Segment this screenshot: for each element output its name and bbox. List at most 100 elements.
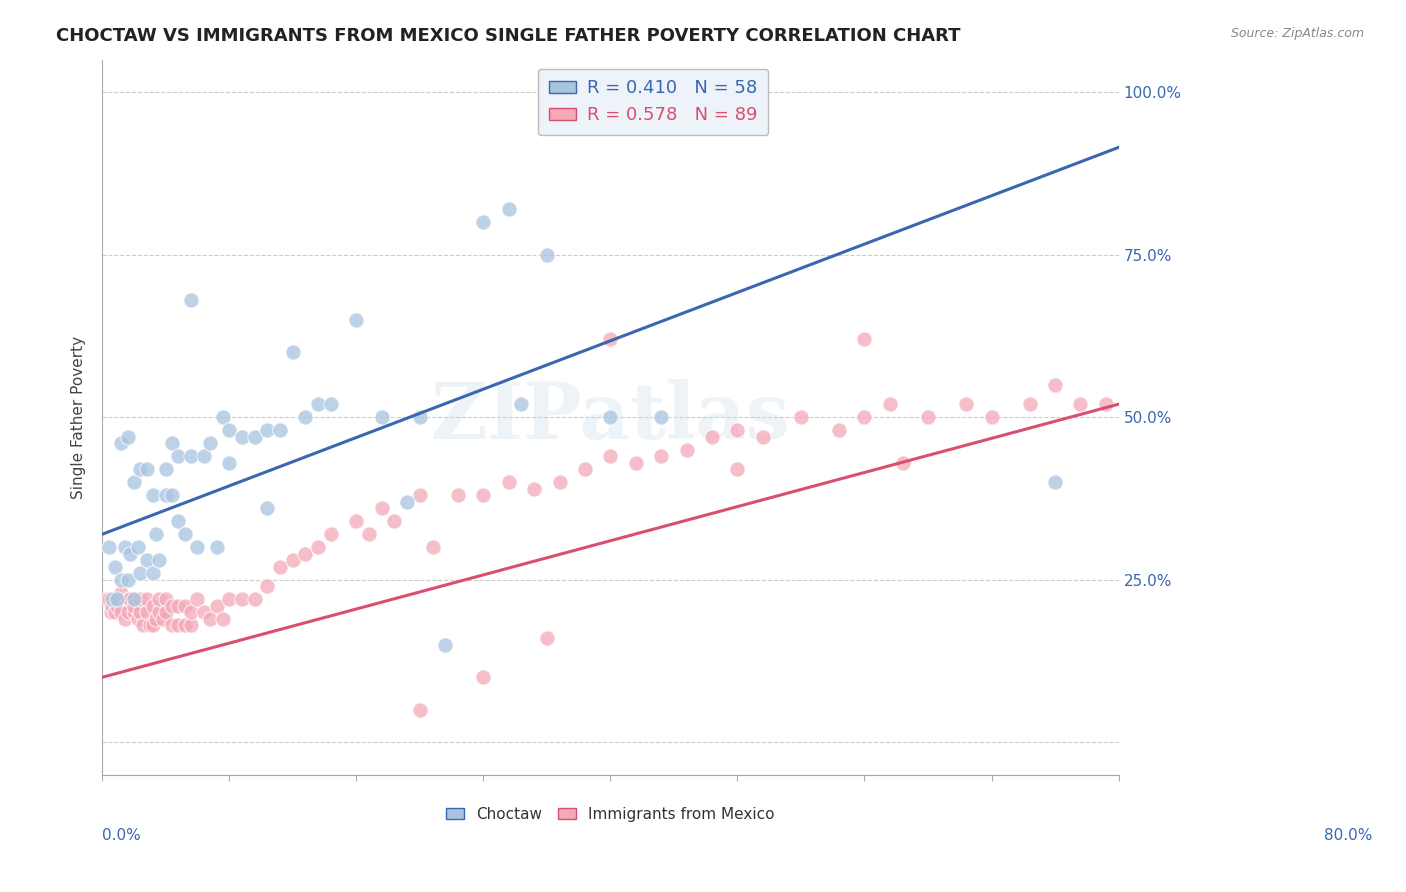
Point <box>1069 397 1091 411</box>
Point <box>396 494 419 508</box>
Point <box>101 599 124 613</box>
Point <box>218 456 240 470</box>
Point <box>307 397 329 411</box>
Point <box>1043 475 1066 490</box>
Point <box>955 397 977 411</box>
Point <box>193 605 215 619</box>
Point <box>434 638 457 652</box>
Point <box>152 612 174 626</box>
Point <box>114 540 136 554</box>
Point <box>725 462 748 476</box>
Point <box>155 488 177 502</box>
Point <box>752 430 775 444</box>
Point <box>548 475 571 490</box>
Point <box>101 592 124 607</box>
Point <box>205 599 228 613</box>
Point <box>1095 397 1118 411</box>
Point <box>256 423 278 437</box>
Point <box>122 599 145 613</box>
Point <box>100 605 122 619</box>
Point <box>536 247 558 261</box>
Point <box>160 488 183 502</box>
Point <box>167 599 190 613</box>
Point <box>120 592 142 607</box>
Point <box>127 612 149 626</box>
Point <box>127 540 149 554</box>
Point <box>294 547 316 561</box>
Point <box>180 605 202 619</box>
Point <box>212 612 235 626</box>
Point <box>510 397 533 411</box>
Point <box>180 449 202 463</box>
Point <box>104 605 127 619</box>
Point <box>148 592 170 607</box>
Point <box>180 618 202 632</box>
Point <box>167 449 190 463</box>
Point <box>409 488 432 502</box>
Point <box>135 605 157 619</box>
Text: ZIPatlas: ZIPatlas <box>430 379 790 455</box>
Point <box>231 430 253 444</box>
Point <box>155 605 177 619</box>
Point <box>523 482 546 496</box>
Point <box>142 599 165 613</box>
Point <box>1018 397 1040 411</box>
Point <box>344 312 367 326</box>
Point <box>139 618 162 632</box>
Point <box>212 410 235 425</box>
Point <box>167 514 190 528</box>
Point <box>409 703 432 717</box>
Point <box>104 559 127 574</box>
Point <box>624 456 647 470</box>
Point <box>160 599 183 613</box>
Point <box>155 592 177 607</box>
Point <box>281 553 304 567</box>
Point <box>110 573 132 587</box>
Point <box>110 586 132 600</box>
Text: 80.0%: 80.0% <box>1324 829 1372 844</box>
Point <box>599 449 621 463</box>
Point <box>384 514 406 528</box>
Point <box>498 202 520 216</box>
Point <box>700 430 723 444</box>
Point <box>94 592 117 607</box>
Point <box>599 410 621 425</box>
Point <box>200 612 222 626</box>
Point <box>160 436 183 450</box>
Point <box>650 449 672 463</box>
Point <box>269 423 291 437</box>
Point <box>142 488 165 502</box>
Point <box>200 436 222 450</box>
Point <box>117 573 139 587</box>
Text: Source: ZipAtlas.com: Source: ZipAtlas.com <box>1230 27 1364 40</box>
Point <box>145 612 167 626</box>
Point <box>107 592 129 607</box>
Point <box>186 540 208 554</box>
Y-axis label: Single Father Poverty: Single Father Poverty <box>72 335 86 499</box>
Point <box>243 592 266 607</box>
Point <box>879 397 901 411</box>
Point <box>307 540 329 554</box>
Point <box>155 462 177 476</box>
Point <box>186 592 208 607</box>
Point <box>107 599 129 613</box>
Point <box>344 514 367 528</box>
Point <box>167 618 190 632</box>
Point <box>498 475 520 490</box>
Point <box>129 462 152 476</box>
Point <box>135 462 157 476</box>
Point <box>120 547 142 561</box>
Point <box>110 605 132 619</box>
Point <box>447 488 470 502</box>
Point <box>122 592 145 607</box>
Point <box>160 618 183 632</box>
Point <box>472 488 495 502</box>
Point <box>205 540 228 554</box>
Point <box>218 423 240 437</box>
Point <box>122 475 145 490</box>
Point <box>370 410 392 425</box>
Point <box>193 449 215 463</box>
Point <box>472 215 495 229</box>
Point <box>114 612 136 626</box>
Point <box>135 553 157 567</box>
